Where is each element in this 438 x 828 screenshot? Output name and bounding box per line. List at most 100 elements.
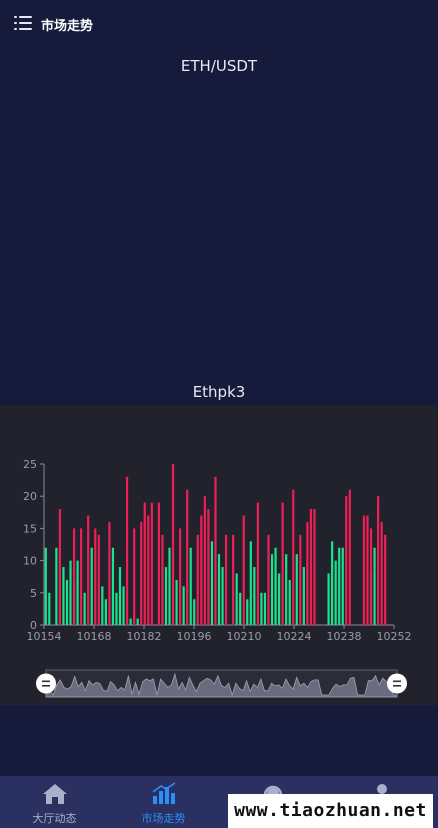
home-icon	[43, 784, 67, 804]
bar	[161, 534, 164, 625]
bar	[129, 618, 132, 625]
zoom-handle-left[interactable]	[36, 673, 56, 694]
bar	[143, 502, 146, 625]
bar	[235, 573, 238, 625]
bar	[260, 592, 263, 625]
bar	[302, 567, 305, 625]
tab-label-market: 市场走势	[141, 812, 186, 825]
section-title: Ethpk3	[192, 383, 246, 401]
pair-title: ETH/USDT	[180, 57, 258, 75]
bar	[179, 528, 182, 625]
bar	[122, 586, 125, 625]
bar	[115, 592, 118, 625]
bar	[334, 560, 337, 625]
bar	[376, 496, 380, 625]
bar	[306, 521, 309, 625]
bar	[150, 502, 153, 625]
bar	[263, 592, 267, 625]
bar	[221, 567, 224, 625]
bar	[193, 599, 196, 625]
bar	[362, 515, 366, 625]
zoom-handle-grip	[393, 685, 401, 687]
bar	[69, 560, 72, 625]
bar	[182, 586, 185, 625]
bar	[196, 534, 199, 625]
bar	[292, 489, 295, 625]
bar	[256, 502, 259, 625]
x-tick-label: 10154	[27, 630, 62, 643]
bar	[175, 579, 178, 625]
bar	[104, 599, 107, 625]
bar	[118, 567, 122, 625]
bar	[210, 541, 214, 625]
zoom-handle-grip	[42, 680, 50, 683]
bar	[87, 515, 90, 625]
bar	[111, 547, 115, 625]
bar	[285, 554, 288, 625]
bar	[136, 618, 139, 625]
tab-market[interactable]: 市场走势	[109, 776, 218, 828]
bar	[200, 515, 203, 625]
y-tick-label: 0	[30, 619, 37, 632]
bar	[217, 554, 221, 625]
bar	[270, 554, 274, 625]
bar	[278, 573, 281, 625]
bar	[214, 476, 217, 625]
y-tick-label: 5	[30, 587, 37, 600]
bar	[239, 592, 242, 625]
bar	[242, 515, 245, 625]
bar	[348, 489, 351, 625]
bar	[83, 592, 86, 625]
top-bar: 市场走势	[0, 0, 438, 46]
bar	[48, 592, 51, 625]
zoom-handle-grip	[393, 680, 401, 683]
bar	[384, 534, 387, 625]
menu-list-icon[interactable]	[14, 15, 32, 31]
bar	[58, 509, 62, 625]
x-tick-label: 10182	[127, 630, 162, 643]
bar	[108, 521, 111, 625]
y-tick-label: 25	[23, 458, 37, 471]
bar	[168, 547, 171, 625]
bar	[94, 528, 97, 625]
bar	[299, 534, 302, 625]
bar	[327, 573, 330, 625]
bar	[232, 534, 235, 625]
bar	[249, 541, 252, 625]
bar	[147, 515, 150, 625]
bar-chart: 0 5 10 15 20 25 10154 10168 10182 10196 10210 10224…	[23, 458, 412, 698]
bar	[313, 509, 316, 625]
bar	[80, 528, 83, 625]
bar	[97, 534, 100, 625]
bar	[55, 547, 58, 625]
y-tick-label: 20	[23, 490, 37, 503]
bar	[309, 509, 313, 625]
bar	[373, 547, 376, 625]
bar	[281, 502, 284, 625]
bar	[380, 521, 383, 625]
y-tick-label: 15	[23, 522, 37, 535]
bar	[157, 502, 160, 625]
bar	[295, 554, 298, 625]
bar	[125, 476, 129, 625]
bar	[338, 547, 341, 625]
x-tick-label: 10210	[227, 630, 262, 643]
page-title: 市场走势	[41, 19, 94, 34]
bar	[65, 579, 69, 625]
x-tick-label: 10238	[327, 630, 362, 643]
bar	[101, 586, 104, 625]
bar	[224, 534, 228, 625]
y-tick-label: 10	[23, 555, 37, 568]
zoom-slider-preview	[45, 672, 398, 698]
x-tick-label: 10196	[177, 630, 212, 643]
bar	[203, 496, 206, 625]
zoom-handle-right[interactable]	[387, 673, 407, 694]
bar	[186, 489, 189, 625]
bar	[288, 579, 291, 625]
bar	[331, 541, 334, 625]
tab-hall[interactable]: 大厅动态	[0, 776, 109, 828]
bar	[62, 567, 65, 625]
bar	[274, 547, 277, 625]
bar	[171, 464, 175, 625]
watermark: www.tiaozhuan.net	[228, 794, 433, 828]
